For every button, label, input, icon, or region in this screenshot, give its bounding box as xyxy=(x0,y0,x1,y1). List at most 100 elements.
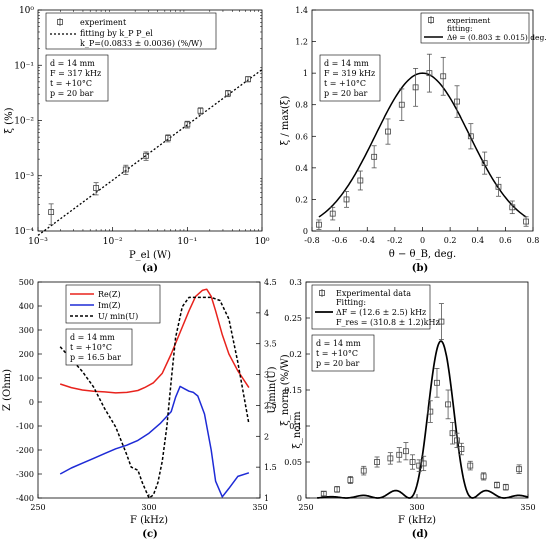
legend-label: ΔF = (12.6 ± 2.5) kHz xyxy=(336,308,426,317)
legend-label: fitting by k_P P_el xyxy=(80,29,153,38)
data-point xyxy=(371,153,378,160)
y-right-tick-label: 3 xyxy=(264,371,269,380)
legend-label: Fitting: xyxy=(336,298,366,307)
y-right-tick-label: 1.5 xyxy=(264,463,277,472)
data-point xyxy=(458,446,465,452)
y-right-tick-label: 4 xyxy=(264,309,269,318)
legend-label: experiment xyxy=(80,18,127,27)
fit-curve xyxy=(317,340,529,499)
y-tick-label: 10⁰ xyxy=(19,6,34,16)
panel-d: 250 300 350 0 0.05 0.1 0.15 0.2 0.25 0.3 Experimen… xyxy=(284,278,535,540)
data-point xyxy=(320,490,327,497)
y-right-axis-label-2: ξ_norm (%/W) xyxy=(280,354,291,425)
data-point xyxy=(357,177,364,184)
data-point xyxy=(502,484,509,491)
y-axis-label: ξ / max(ξ) xyxy=(280,96,291,146)
panel-b: -0.8 -0.6 -0.4 -0.2 0 0.2 0.4 0.6 0.8 0 0.2 0.4 0.6 0… xyxy=(280,6,546,274)
panel-c: 250 300 350 -400 -300 -200 -100 0 100 200 300 400 50… xyxy=(2,278,291,540)
y-tick-label: 0.1 xyxy=(289,422,302,431)
plot-frame xyxy=(37,281,261,499)
x-tick-label: 0.8 xyxy=(527,236,540,245)
y-tick-label: 100 xyxy=(19,374,34,383)
data-point xyxy=(467,462,474,469)
y-tick-label: 400 xyxy=(19,302,34,311)
y-tick-label: 0.15 xyxy=(284,386,302,395)
legend-label: Im(Z) xyxy=(98,301,121,310)
y-tick-label: 1 xyxy=(303,69,308,78)
data-point xyxy=(495,183,502,190)
y-tick-label: 0.2 xyxy=(295,195,308,204)
param-text: p = 20 bar xyxy=(316,359,360,368)
legend-marker xyxy=(57,19,63,25)
param-text: p = 20 bar xyxy=(324,89,368,98)
data-point xyxy=(420,460,427,467)
data-point xyxy=(143,152,149,159)
param-text: d = 14 mm xyxy=(316,339,361,348)
y-tick-label: 1.2 xyxy=(295,38,308,47)
y-tick-label: -300 xyxy=(16,470,34,479)
data-point xyxy=(165,135,171,142)
data-point xyxy=(122,166,129,173)
y-tick-label: 0.2 xyxy=(289,350,302,359)
panel-label: (c) xyxy=(142,529,158,540)
data-point xyxy=(398,101,405,108)
data-point xyxy=(440,73,447,80)
legend-label: Experimental data xyxy=(336,289,411,298)
legend-label: k_P=(0.0833 ± 0.0036) (%/W) xyxy=(80,39,202,48)
x-tick-label: 0 xyxy=(420,236,425,245)
y-tick-label: 500 xyxy=(19,278,34,287)
data-point xyxy=(374,459,380,465)
x-tick-label: -0.8 xyxy=(304,236,319,245)
data-point xyxy=(245,76,251,83)
fit-curve xyxy=(318,72,527,218)
y-tick-label: 0.25 xyxy=(284,314,302,323)
x-tick-label: 10⁰ xyxy=(254,237,269,247)
data-point xyxy=(412,84,419,91)
param-text: d = 14 mm xyxy=(50,59,95,68)
x-tick-label: 300 xyxy=(141,503,156,512)
y-tick-label: 0.3 xyxy=(289,278,302,287)
x-tick-label: -0.6 xyxy=(332,236,347,245)
data-point xyxy=(385,128,391,135)
y-tick-label: 0 xyxy=(303,227,308,236)
legend-marker xyxy=(319,290,325,296)
param-text: p = 20 bar xyxy=(50,89,94,98)
data-point xyxy=(409,459,416,465)
params-box xyxy=(319,54,381,102)
legend-label: Δθ = (0.803 ± 0.015) deg. xyxy=(447,33,546,42)
panel-a: 10⁻³ 10⁻² 10⁻¹ 10⁰10⁻⁴10⁻³10⁻²10⁻¹10⁰experi… xyxy=(4,6,270,274)
x-axis-label: F (kHz) xyxy=(130,515,168,526)
y-right-tick-label: 2 xyxy=(264,432,269,441)
legend-label: experiment xyxy=(447,16,490,25)
param-text: p = 16.5 bar xyxy=(70,353,121,362)
u-ratio-line xyxy=(59,296,250,499)
data-point xyxy=(523,218,529,225)
legend-label: Re(Z) xyxy=(98,290,121,299)
data-point xyxy=(454,98,460,105)
plot-frame xyxy=(311,9,534,232)
y-right-tick-label: 4.5 xyxy=(264,278,277,287)
y-tick-label: -400 xyxy=(16,494,34,503)
legend-label: U/ min(U) xyxy=(98,312,138,321)
y-tick-label: 0 xyxy=(29,398,34,407)
y-tick-label: 300 xyxy=(19,326,34,335)
legend-marker xyxy=(428,17,434,23)
y-axis-label: ξ_norm xyxy=(292,411,303,449)
x-tick-label: 250 xyxy=(298,503,313,512)
data-point xyxy=(343,196,350,203)
x-tick-label: 10⁻² xyxy=(103,237,123,247)
fit-line xyxy=(37,69,263,236)
y-right-tick-label: 2.5 xyxy=(264,401,277,410)
x-axis-label: F (kHz) xyxy=(398,515,436,526)
plot-frame xyxy=(305,281,529,499)
x-tick-label: 0.2 xyxy=(444,236,457,245)
param-text: t = +10°C xyxy=(324,79,366,88)
data-point xyxy=(329,210,336,217)
panel-label: (d) xyxy=(412,529,428,540)
x-tick-label: 300 xyxy=(409,503,424,512)
legend-label: fitting: xyxy=(447,24,473,33)
data-point xyxy=(387,455,394,462)
x-tick-label: 10⁻¹ xyxy=(177,237,197,247)
panel-label: (a) xyxy=(142,263,158,274)
param-text: t = +10°C xyxy=(316,349,358,358)
